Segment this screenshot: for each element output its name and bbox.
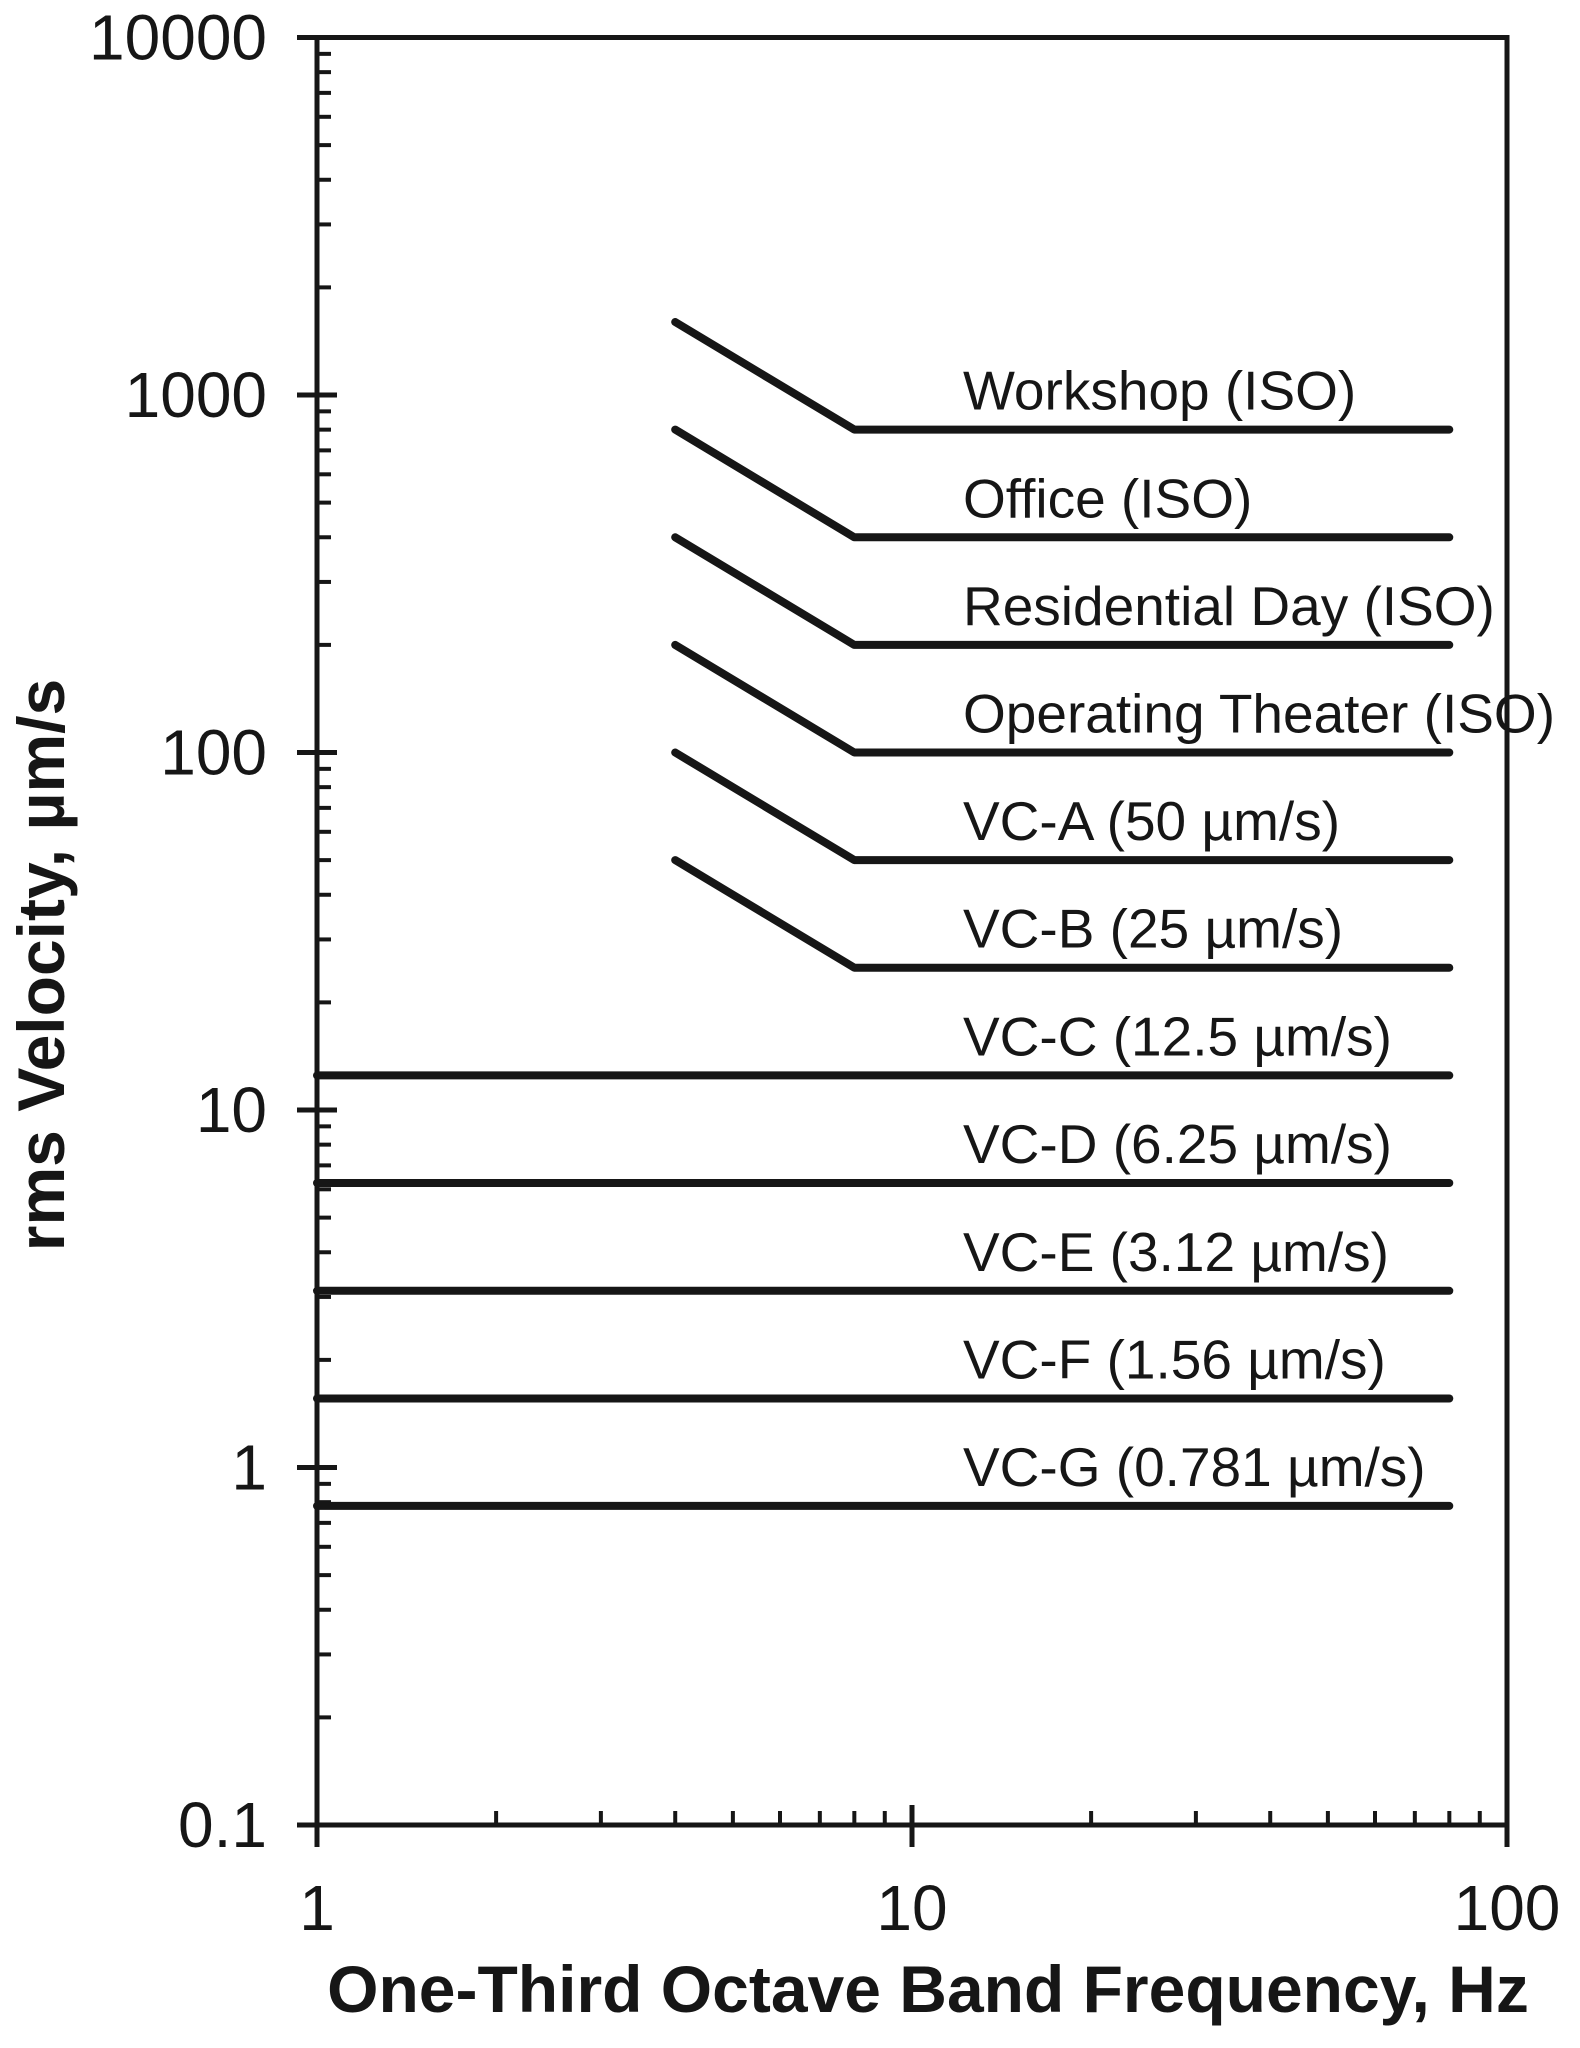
curve-line-residential-day-iso [671, 533, 1454, 649]
y-tick-label: 100 [160, 717, 267, 789]
y-tick-label: 10000 [89, 2, 267, 74]
y-tick-label: 1 [231, 1432, 267, 1504]
curve-label-vc-a: VC-A (50 µm/s) [963, 790, 1340, 852]
curve-label-workshop-iso: Workshop (ISO) [963, 360, 1356, 422]
curve-label-office-iso: Office (ISO) [963, 467, 1252, 529]
curve-label-residential-day-iso: Residential Day (ISO) [963, 575, 1495, 637]
curve-label-operating-theater-iso: Operating Theater (ISO) [963, 683, 1555, 745]
y-tick-label: 0.1 [178, 1789, 267, 1861]
curve-label-vc-g: VC-G (0.781 µm/s) [963, 1436, 1426, 1498]
curve-line-vc-b [671, 856, 1454, 972]
x-tick-label: 100 [1454, 1872, 1561, 1944]
curve-label-vc-b: VC-B (25 µm/s) [963, 898, 1343, 960]
curve-line-vc-a [671, 748, 1454, 865]
x-tick-label: 10 [876, 1872, 947, 1944]
curve-line-office-iso [671, 425, 1454, 542]
curve-label-vc-e: VC-E (3.12 µm/s) [963, 1221, 1389, 1283]
curve-label-vc-c: VC-C (12.5 µm/s) [963, 1005, 1392, 1067]
curve-label-vc-d: VC-D (6.25 µm/s) [963, 1113, 1392, 1175]
curve-label-vc-f: VC-F (1.56 µm/s) [963, 1328, 1386, 1390]
y-tick-label: 10 [196, 1074, 267, 1146]
x-axis-title: One-Third Octave Band Frequency, Hz [327, 1952, 1529, 2026]
y-tick-label: 1000 [125, 359, 267, 431]
y-axis-title: rms Velocity, µm/s [4, 679, 78, 1251]
x-tick-label: 1 [299, 1872, 335, 1944]
curve-line-workshop-iso [671, 318, 1454, 434]
curve-line-operating-theater-iso [671, 640, 1454, 757]
